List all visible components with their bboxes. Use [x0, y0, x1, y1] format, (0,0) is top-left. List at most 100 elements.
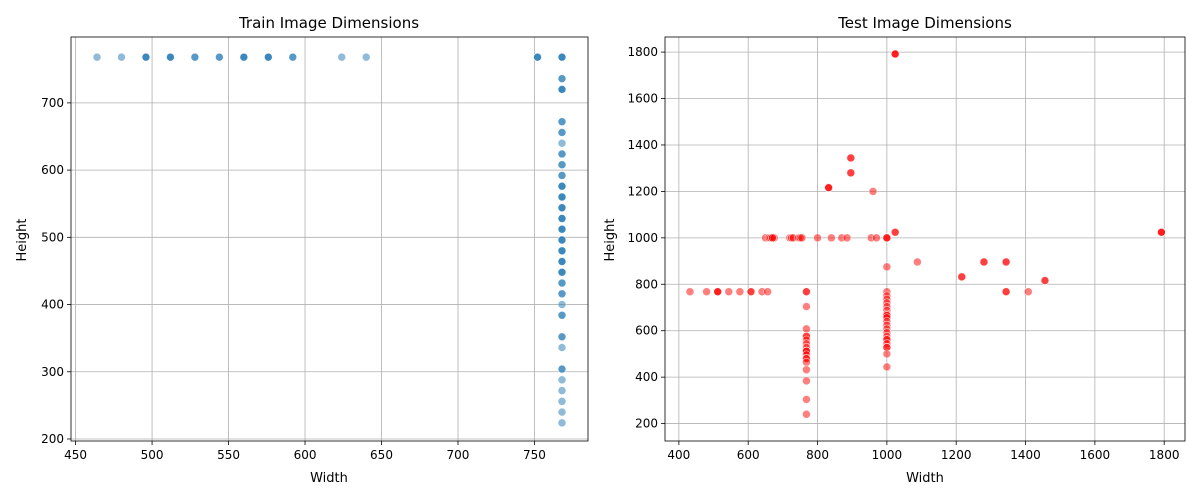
- x-tick-label: 1800: [1149, 448, 1180, 462]
- scatter-point: [868, 187, 878, 196]
- scatter-point: [802, 324, 811, 334]
- x-axis-label: Width: [310, 471, 348, 486]
- y-tick-label: 600: [41, 163, 64, 177]
- scatter-point: [824, 183, 833, 192]
- scatter-point: [557, 160, 567, 170]
- scatter-point: [735, 287, 745, 297]
- scatter-point: [763, 287, 772, 297]
- y-tick-label: 1400: [627, 138, 658, 152]
- scatter-point: [215, 52, 224, 62]
- x-tick-label: 700: [447, 448, 470, 462]
- scatter-point: [1157, 227, 1166, 237]
- scatter-point: [557, 278, 567, 288]
- scatter-point: [1040, 276, 1050, 285]
- y-tick-label: 400: [635, 370, 658, 384]
- scatter-point: [557, 128, 567, 137]
- scatter-point: [557, 224, 567, 234]
- scatter-point: [557, 343, 567, 352]
- scatter-point: [141, 52, 151, 62]
- scatter-point: [890, 49, 900, 59]
- scatter-point: [557, 203, 567, 213]
- x-tick-label: 800: [806, 448, 829, 462]
- scatter-point: [813, 233, 822, 243]
- x-tick-label: 550: [217, 448, 240, 462]
- scatter-point: [557, 267, 567, 277]
- scatter-point: [557, 85, 567, 94]
- scatter-point: [288, 52, 298, 62]
- scatter-point: [557, 149, 567, 159]
- x-tick-label: 1400: [1010, 448, 1041, 462]
- x-tick-label: 600: [737, 448, 760, 462]
- y-tick-label: 1800: [627, 45, 658, 59]
- scatter-point: [802, 302, 811, 311]
- scatter-point: [882, 262, 892, 272]
- scatter-point: [842, 233, 852, 243]
- y-tick-label: 600: [635, 324, 658, 338]
- scatter-point: [797, 233, 807, 243]
- y-tick-label: 500: [41, 230, 64, 244]
- x-tick-label: 650: [370, 448, 393, 462]
- scatter-point: [557, 257, 567, 266]
- scatter-point: [557, 117, 567, 126]
- scatter-point: [827, 233, 836, 243]
- scatter-point: [802, 409, 811, 419]
- x-tick-label: 500: [141, 448, 164, 462]
- scatter-point: [557, 171, 567, 180]
- scatter-point: [802, 376, 811, 386]
- scatter-point: [882, 349, 892, 359]
- scatter-point: [802, 365, 811, 375]
- plot-frame: [70, 36, 589, 442]
- y-tick-label: 200: [41, 432, 64, 446]
- scatter-point: [557, 397, 567, 406]
- y-tick-label: 200: [635, 417, 658, 431]
- scatter-point: [1024, 287, 1033, 297]
- scatter-point: [557, 214, 567, 223]
- x-tick-label: 400: [667, 448, 690, 462]
- train-scatter-chart: Train Image Dimensions 450 500 550 600 650 70…: [15, 14, 589, 486]
- scatter-point: [685, 287, 695, 297]
- scatter-point: [557, 386, 567, 395]
- scatter-point: [533, 52, 542, 62]
- test-scatter-chart: Test Image Dimensions 400 600 800 1000 1200 1…: [603, 14, 1186, 486]
- scatter-point: [557, 332, 567, 342]
- scatter-point: [913, 257, 922, 267]
- scatter-point: [557, 246, 567, 256]
- x-axis-label: Width: [906, 471, 944, 486]
- scatter-point: [557, 74, 567, 83]
- x-tick-label: 450: [64, 448, 87, 462]
- scatter-point: [746, 287, 756, 297]
- scatter-point: [557, 364, 567, 374]
- scatter-point: [239, 52, 249, 62]
- scatter-point: [802, 395, 811, 404]
- x-tick-label: 1600: [1080, 448, 1111, 462]
- y-tick-label: 400: [41, 298, 64, 312]
- y-tick-label: 1600: [627, 92, 658, 106]
- scatter-point: [713, 287, 722, 297]
- scatter-point: [166, 52, 175, 62]
- scatter-point: [872, 233, 881, 243]
- scatter-point: [557, 418, 567, 428]
- scatter-point: [768, 233, 777, 243]
- chart-title: Train Image Dimensions: [238, 14, 419, 32]
- scatter-point: [802, 287, 811, 297]
- scatter-point: [1001, 287, 1011, 297]
- scatter-point: [337, 52, 347, 62]
- y-tick-label: 300: [41, 365, 64, 379]
- scatter-point: [92, 52, 102, 62]
- scatter-point: [557, 310, 567, 320]
- scatter-point: [190, 52, 200, 62]
- x-tick-label: 1000: [872, 448, 903, 462]
- y-tick-label: 800: [635, 277, 658, 291]
- y-tick-label: 700: [41, 96, 64, 110]
- scatter-point: [264, 52, 273, 62]
- scatter-point: [557, 407, 567, 417]
- scatter-point: [846, 153, 856, 163]
- scatter-point: [557, 289, 567, 299]
- scatter-point: [557, 138, 567, 148]
- scatter-point: [1001, 257, 1011, 267]
- x-tick-label: 750: [523, 448, 546, 462]
- scatter-point: [557, 375, 567, 385]
- y-axis-label: Height: [15, 219, 30, 262]
- scatter-point: [846, 168, 856, 178]
